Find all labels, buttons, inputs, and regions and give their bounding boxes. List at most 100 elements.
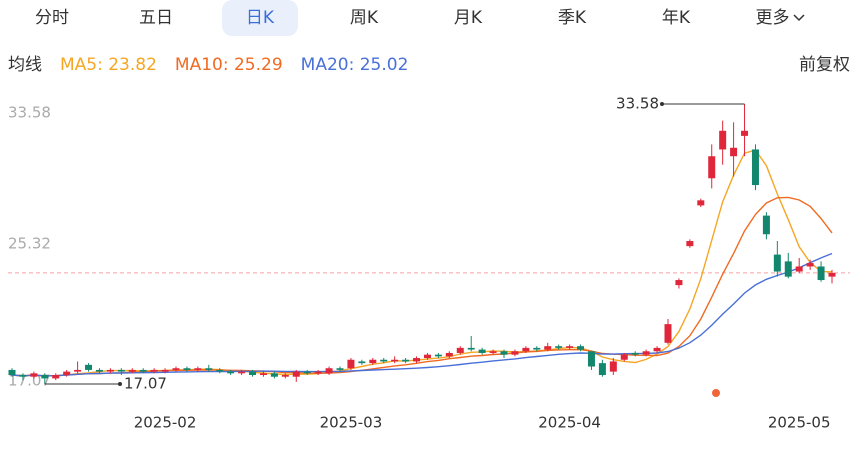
candle-body <box>238 371 246 374</box>
candle-body <box>828 272 836 277</box>
x-tick-label: 2025-04 <box>538 414 601 432</box>
candle-body <box>434 354 442 357</box>
tab[interactable]: 五日 <box>139 8 173 28</box>
candle-body <box>117 369 125 372</box>
candle-body <box>227 371 235 374</box>
tab[interactable]: 分时 <box>35 8 69 28</box>
candle-body <box>413 358 421 362</box>
tab[interactable]: 更多 <box>728 0 832 36</box>
candle-body <box>52 375 60 379</box>
candle-body <box>85 364 93 370</box>
candle-body <box>686 241 694 247</box>
candle-body <box>259 373 267 376</box>
candle-body <box>314 371 322 374</box>
min-label: 17.07 <box>124 375 167 393</box>
tab[interactable]: 年K <box>661 8 691 28</box>
candle-body <box>292 371 300 377</box>
candle-body <box>598 363 606 376</box>
candle-body <box>106 369 114 372</box>
candle-body <box>336 368 344 370</box>
candle-body <box>784 261 792 277</box>
chevron-line <box>792 14 805 22</box>
candle-body <box>423 354 431 359</box>
candle-body <box>369 359 377 364</box>
candle-body <box>730 147 738 157</box>
candle-body <box>183 368 191 370</box>
ma-line <box>11 252 833 377</box>
candle-body <box>762 215 770 235</box>
candle-body <box>74 369 82 372</box>
candle-body <box>741 130 749 136</box>
max-dot <box>660 102 664 106</box>
ma-items: MA5: 23.82 MA10: 25.29 MA20: 25.02 <box>60 55 426 75</box>
legend-title: 均线 <box>8 55 42 75</box>
ma-legend-item: MA5: 23.82 <box>60 55 157 75</box>
candle-body <box>642 351 650 355</box>
tab[interactable]: 季K <box>557 8 587 28</box>
candle-body <box>358 361 366 364</box>
candle-body <box>391 359 399 362</box>
x-tick-label: 2025-05 <box>768 414 831 432</box>
candle-body <box>281 375 289 377</box>
candle-body <box>19 375 27 377</box>
candle-body <box>664 324 672 343</box>
candle-body <box>445 352 453 357</box>
candle-body <box>511 351 519 355</box>
adjust-button[interactable]: 前复权 <box>799 55 850 75</box>
max-label: 33.58 <box>616 95 659 113</box>
candle-body <box>795 266 803 272</box>
candle-body <box>205 368 213 370</box>
candle-body <box>631 352 639 355</box>
tab[interactable]: 周K <box>349 8 379 28</box>
chevron <box>792 14 805 22</box>
candle-body <box>806 263 814 267</box>
candle-body <box>270 373 278 377</box>
ma-line <box>11 149 833 377</box>
y-tick-label: 25.32 <box>8 235 51 253</box>
candle-body <box>467 347 475 350</box>
candle-body <box>41 375 49 379</box>
x-tick-label: 2025-02 <box>134 414 197 432</box>
tab[interactable]: 日K <box>222 0 298 36</box>
candle-body <box>675 280 683 286</box>
candle-body <box>128 369 136 372</box>
candle-body <box>566 346 574 348</box>
candle-body <box>751 149 759 186</box>
event-dot <box>712 389 720 397</box>
candle-body <box>708 156 716 179</box>
candle-body <box>489 351 497 353</box>
x-tick-label: 2025-03 <box>320 414 383 432</box>
candle-body <box>697 200 705 206</box>
candle-body <box>456 347 464 353</box>
candle-body <box>653 347 661 352</box>
min-dot <box>118 382 122 386</box>
ma-legend-item: MA20: 25.02 <box>300 55 409 75</box>
candle-body <box>500 351 508 355</box>
candle-body <box>522 347 530 352</box>
ma-line <box>11 196 833 377</box>
candle-body <box>587 351 595 367</box>
candle-body <box>194 368 202 370</box>
tab-bar: 分时 五日 日K 周K 月K 季K 年K 更多 <box>0 0 858 40</box>
candle-body <box>30 373 38 377</box>
candle-body <box>380 359 388 362</box>
candle-body <box>8 369 16 376</box>
candle-body <box>216 369 224 372</box>
candle-body <box>150 369 158 372</box>
ma-legend: 均线 MA5: 23.82 MA10: 25.29 MA20: 25.02 前复权 <box>8 52 850 78</box>
candle-body <box>172 368 180 370</box>
y-tick-label: 33.58 <box>8 104 51 122</box>
candle-body <box>773 254 781 272</box>
candle-body <box>63 371 71 376</box>
candle-body <box>533 347 541 350</box>
candle-body <box>719 130 727 150</box>
candle-body <box>609 361 617 372</box>
candle-body <box>620 354 628 360</box>
candle-body <box>325 368 333 374</box>
candle-body <box>303 371 311 374</box>
ma-legend-item: MA10: 25.29 <box>174 55 283 75</box>
candle-body <box>478 349 486 353</box>
candle-body <box>817 266 825 281</box>
tab[interactable]: 月K <box>453 8 483 28</box>
